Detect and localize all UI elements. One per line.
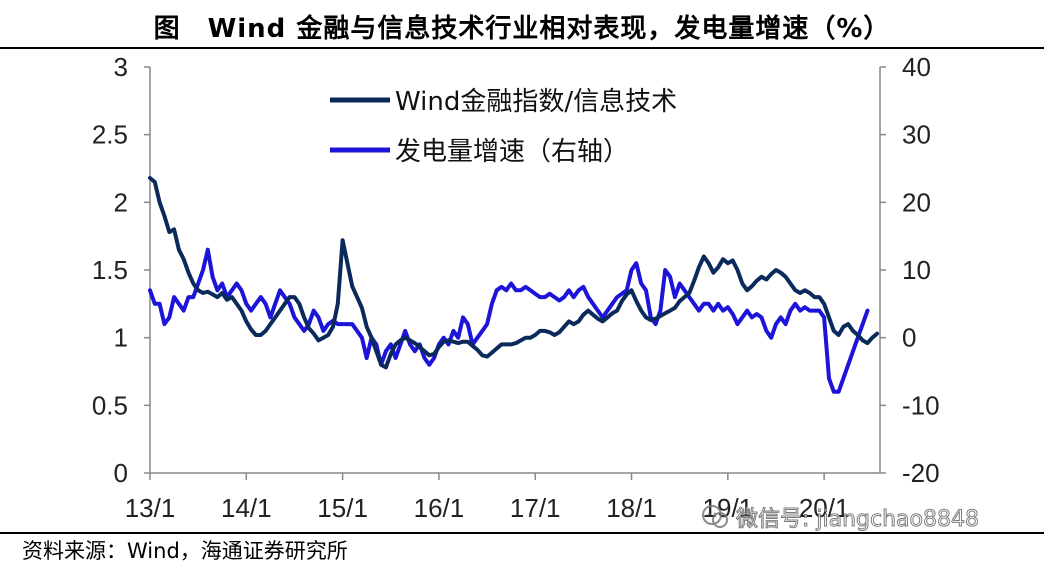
legend-label: Wind金融指数/信息技术 — [395, 87, 677, 117]
series-line-power-generation-growth — [148, 247, 870, 394]
series-line-financial-it-ratio — [148, 176, 880, 370]
x-tick-label: 15/1 — [317, 493, 368, 523]
y-left-tick-label: 2.5 — [92, 120, 128, 150]
x-tick-label: 18/1 — [606, 493, 657, 523]
x-tick-label: 13/1 — [125, 493, 176, 523]
y-right-tick-label: 10 — [902, 255, 931, 285]
x-tick-label: 16/1 — [414, 493, 465, 523]
y-left-tick-label: 0.5 — [92, 390, 128, 420]
legend-label: 发电量增速（右轴） — [395, 137, 629, 167]
y-left-tick-label: 0 — [114, 458, 128, 488]
y-left-tick-label: 2 — [114, 187, 128, 217]
y-right-tick-label: 0 — [902, 323, 916, 353]
chart-title: 图 Wind 金融与信息技术行业相对表现，发电量增速（%） — [153, 14, 891, 44]
y-left-tick-label: 3 — [114, 52, 128, 82]
x-tick-label: 19/1 — [703, 493, 754, 523]
y-left-tick-label: 1.5 — [92, 255, 128, 285]
y-left-tick-label: 1 — [114, 323, 128, 353]
x-tick-label: 17/1 — [510, 493, 561, 523]
wechat-watermark: 微信号: jiangchao8848 — [700, 500, 980, 534]
y-right-tick-label: 30 — [902, 120, 931, 150]
source-note: 资料来源：Wind，海通证券研究所 — [22, 539, 348, 563]
y-right-tick-label: -10 — [902, 390, 940, 420]
x-tick-label: 14/1 — [221, 493, 272, 523]
y-right-tick-label: 20 — [902, 187, 931, 217]
y-right-tick-label: -20 — [902, 458, 940, 488]
wechat-icon — [702, 505, 728, 528]
watermark-text: 微信号: jiangchao8848 — [736, 507, 980, 533]
line-chart: 0 0.5 1 1.5 2 2.5 3 -20 -10 0 10 20 30 40 13/1 14/1 15/1… — [92, 52, 940, 523]
axes: 0 0.5 1 1.5 2 2.5 3 -20 -10 0 10 20 30 40 13/1 14/1 15/1… — [92, 52, 940, 523]
y-right-tick-label: 40 — [902, 52, 931, 82]
source-divider — [0, 532, 1044, 534]
title-bar: 图 Wind 金融与信息技术行业相对表现，发电量增速（%） — [0, 0, 1044, 50]
x-tick-label: 20/1 — [799, 493, 850, 523]
title-divider — [0, 47, 1044, 49]
series-layer — [148, 176, 880, 394]
